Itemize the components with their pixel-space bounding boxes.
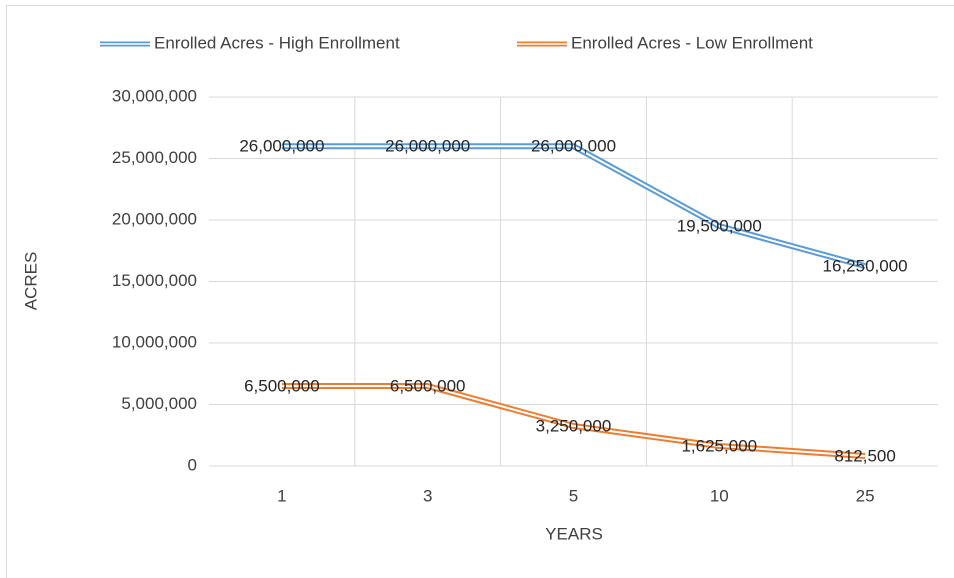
data-label: 3,250,000 [536,417,612,436]
y-tick-label: 25,000,000 [112,148,197,167]
x-axis-title: YEARS [545,524,603,543]
x-tick-label: 25 [856,486,875,505]
y-tick-label: 15,000,000 [112,271,197,290]
series-line [281,143,866,270]
data-label: 6,500,000 [244,377,320,396]
chart-border [6,5,954,578]
y-axis-title: ACRES [21,252,40,311]
y-tick-label: 5,000,000 [121,394,197,413]
data-label: 812,500 [834,446,895,465]
y-tick-label: 10,000,000 [112,332,197,351]
data-label: 16,250,000 [823,257,908,276]
legend-label: Enrolled Acres - Low Enrollment [571,33,813,52]
series-line-inner [281,145,866,268]
x-tick-label: 1 [277,486,286,505]
data-label: 26,000,000 [531,137,616,156]
data-label: 6,500,000 [390,377,466,396]
x-tick-label: 10 [710,486,729,505]
y-tick-label: 0 [188,455,197,474]
data-label: 26,000,000 [239,137,324,156]
data-label: 1,625,000 [681,436,757,455]
y-tick-label: 30,000,000 [112,86,197,105]
x-tick-label: 5 [569,486,578,505]
y-tick-label: 20,000,000 [112,209,197,228]
series-line-inner [281,385,866,458]
legend-label: Enrolled Acres - High Enrollment [154,33,400,52]
x-tick-label: 3 [423,486,432,505]
data-label: 26,000,000 [385,137,470,156]
data-label: 19,500,000 [677,217,762,236]
